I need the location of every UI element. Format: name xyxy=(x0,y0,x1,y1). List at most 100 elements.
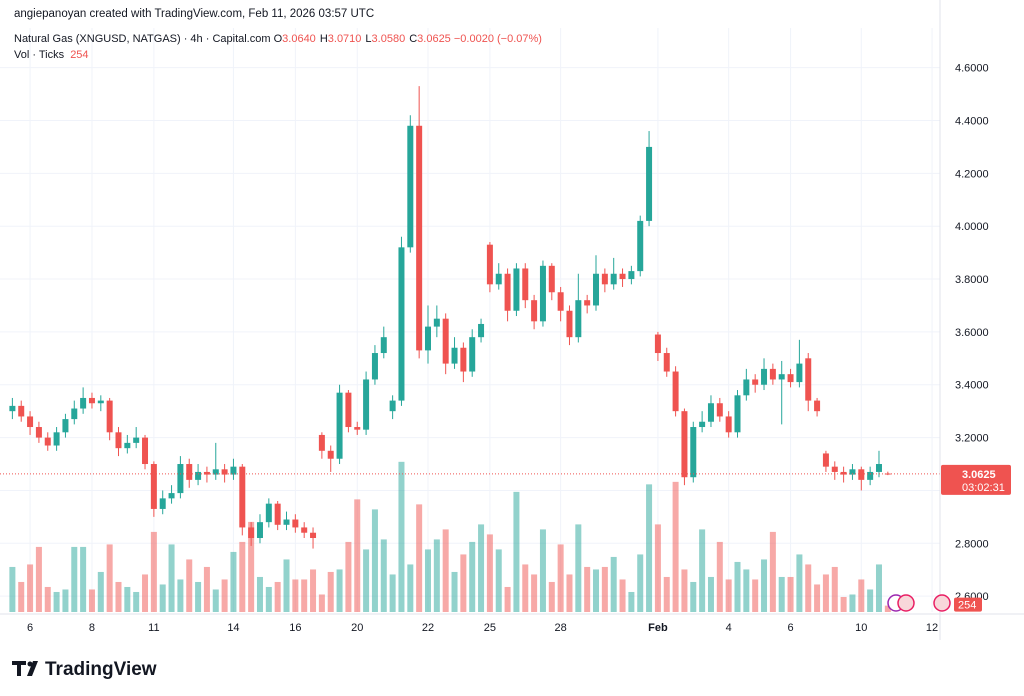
candle-body xyxy=(354,427,361,430)
volume-bar xyxy=(478,524,485,612)
ohlc-key: C xyxy=(409,33,418,45)
candle-body xyxy=(867,471,874,480)
volume-bar xyxy=(177,579,184,612)
candle-body xyxy=(80,397,87,409)
volume-bar xyxy=(363,549,370,612)
volume-bar xyxy=(875,564,882,612)
volume-bar xyxy=(460,554,467,612)
x-tick-label: Feb xyxy=(648,622,668,634)
volume-bar xyxy=(9,566,16,612)
candle-body xyxy=(548,265,555,293)
volume-bar xyxy=(97,571,104,612)
candle-body xyxy=(380,337,387,354)
candle-body xyxy=(805,358,812,401)
volume-bar xyxy=(248,521,255,612)
volume-bar xyxy=(371,509,378,612)
volume-bar xyxy=(35,546,42,612)
volume-bar xyxy=(345,541,352,612)
symbol-line: Natural Gas (XNGUSD, NATGAS) · 4h · Capi… xyxy=(14,33,542,45)
x-tick-label: 14 xyxy=(227,622,239,634)
volume-bar xyxy=(442,529,449,612)
volume-value: 254 xyxy=(958,600,976,612)
candle-body xyxy=(177,464,184,494)
candle-body xyxy=(778,374,785,380)
volume-bar xyxy=(858,579,865,612)
volume-bar xyxy=(646,484,653,612)
volume-bar xyxy=(18,581,25,612)
candle-body xyxy=(256,522,263,539)
candle-body xyxy=(27,416,34,428)
candle-body xyxy=(18,405,25,417)
volume-bar xyxy=(186,559,193,612)
volume-bar xyxy=(124,586,131,612)
y-tick-label: 3.4000 xyxy=(955,380,989,392)
volume-bar xyxy=(654,524,661,612)
y-tick-label: 3.6000 xyxy=(955,327,989,339)
candle-body xyxy=(840,471,847,475)
candle-body xyxy=(301,527,308,533)
volume-bar xyxy=(601,566,608,612)
volume-bar xyxy=(44,586,51,612)
candle-body xyxy=(884,473,891,475)
ohlc-key: O xyxy=(273,33,283,45)
candle-body xyxy=(849,469,856,475)
candle-body xyxy=(575,300,582,338)
candle-body xyxy=(822,453,829,467)
candle-body xyxy=(504,273,511,311)
volume-bar xyxy=(628,591,635,612)
volume-value: 254 xyxy=(70,49,89,61)
credit: angiepanoyan created with TradingView.co… xyxy=(14,8,375,20)
candle-body xyxy=(858,469,865,480)
volume-bar xyxy=(416,504,423,612)
volume-bar xyxy=(265,586,272,612)
candle-body xyxy=(628,271,635,280)
volume-bar xyxy=(80,546,87,612)
candle-body xyxy=(168,493,175,499)
y-tick-label: 3.2000 xyxy=(955,433,989,445)
volume-bar xyxy=(327,571,334,612)
candle-body xyxy=(672,371,679,412)
price-pane xyxy=(0,86,940,549)
brand: TradingView xyxy=(45,659,157,680)
candle-body xyxy=(53,432,60,446)
candle-body xyxy=(831,466,838,472)
candle-body xyxy=(743,379,750,396)
y-tick-label: 2.8000 xyxy=(955,538,989,550)
candle-body xyxy=(133,437,140,443)
volume-bar xyxy=(513,491,520,612)
y-tick-label: 4.0000 xyxy=(955,221,989,233)
candle-body xyxy=(460,347,467,372)
candle-body xyxy=(787,374,794,383)
candle-body xyxy=(681,411,688,478)
candle-body xyxy=(398,247,405,401)
x-tick-label: 6 xyxy=(787,622,793,634)
volume-bar xyxy=(292,579,299,612)
candle-body xyxy=(248,527,255,539)
volume-bar xyxy=(531,574,538,612)
candle-body xyxy=(150,464,157,509)
candle-body xyxy=(699,421,706,428)
candle-body xyxy=(707,403,714,422)
volume-bar xyxy=(884,605,891,612)
logo-mark xyxy=(27,661,33,667)
candle-body xyxy=(584,300,591,306)
volume-bar xyxy=(133,591,140,612)
x-tick-label: 20 xyxy=(351,622,363,634)
candle-body xyxy=(97,400,104,404)
volume-bar xyxy=(106,544,113,612)
volume-bar xyxy=(557,544,564,612)
candle-body xyxy=(9,405,16,412)
y-tick-label: 4.6000 xyxy=(955,63,989,75)
volume-bar xyxy=(203,566,210,612)
volume-bar xyxy=(796,554,803,612)
x-tick-label: 22 xyxy=(422,622,434,634)
volume-bar xyxy=(318,594,325,612)
volume-bar xyxy=(725,579,732,612)
volume-bar xyxy=(663,576,670,612)
candle-body xyxy=(265,503,272,523)
candle-body xyxy=(203,471,210,475)
volume-bar xyxy=(522,564,529,612)
volume-bar xyxy=(354,499,361,612)
